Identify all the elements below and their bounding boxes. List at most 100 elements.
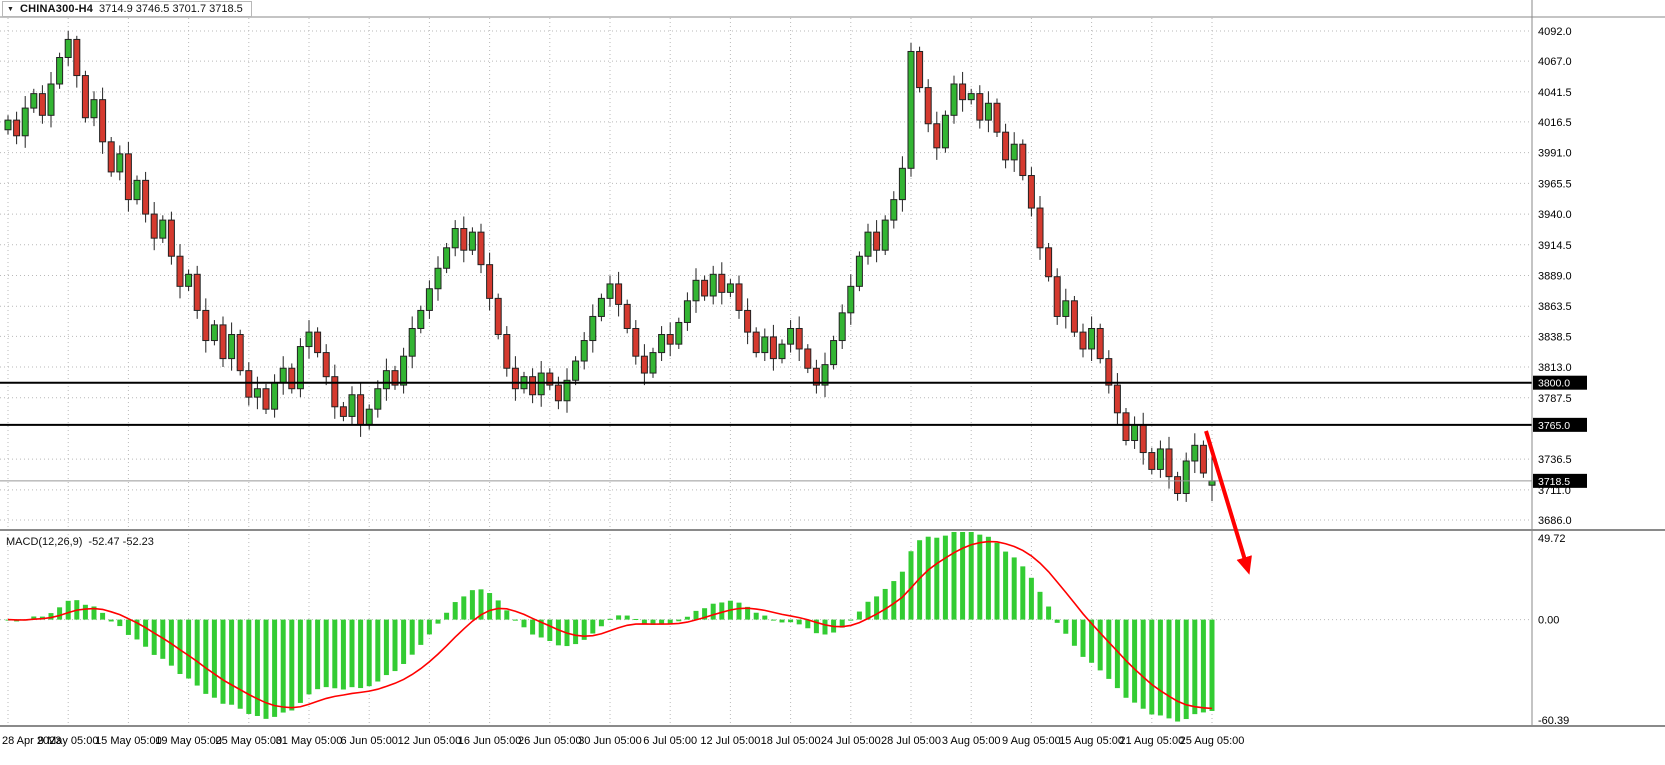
macd-histogram-bar [1011,557,1017,620]
candle-body [898,167,906,201]
time-axis-label: 18 Jul 05:00 [761,735,821,747]
candle-body [468,231,476,251]
macd-histogram-bar [960,532,966,620]
macd-histogram-bar [1209,619,1215,711]
macd-scale-label: 49.72 [1538,533,1566,545]
candle-body [1122,412,1130,442]
candle-body [795,327,803,350]
macd-name: MACD(12,26,9) [6,536,83,548]
macd-histogram-bar [710,603,716,620]
time-axis-label: 25 Aug 05:00 [1180,735,1245,747]
price-axis-label: 3686.0 [1538,515,1572,527]
candle-body [47,83,55,116]
candle-body [606,283,614,299]
candle-body [451,228,459,249]
macd-histogram-bar [100,612,106,620]
macd-histogram-bar [108,619,114,622]
candle-body [907,50,915,169]
macd-histogram-bar [315,619,321,690]
time-axis-label: 15 Aug 05:00 [1059,735,1124,747]
macd-histogram-bar [168,619,174,666]
candle-body [1096,327,1104,360]
time-axis-label: 6 Jul 05:00 [643,735,697,747]
candle-body [1105,358,1113,386]
macd-histogram-bar [530,619,536,635]
candle-body [1002,131,1010,161]
macd-histogram-bar [1028,577,1034,620]
candle-body [1019,143,1027,177]
macd-histogram-bar [1089,619,1095,663]
candle-body [38,93,46,116]
macd-histogram-bar [418,619,424,645]
macd-histogram-bar [340,619,346,690]
candle-body [597,297,605,317]
macd-histogram-bar [401,619,407,664]
macd-histogram-bar [48,613,54,620]
macd-histogram-bar [160,619,166,659]
candle-body [752,331,760,354]
candle-body [382,370,390,390]
candle-body [1191,444,1199,462]
candle-body [1070,300,1078,333]
macd-histogram-bar [573,619,579,645]
macd-histogram-bar [641,619,647,624]
candle-body [890,199,898,221]
macd-histogram-bar [323,619,329,688]
candle-body [933,123,941,149]
candle-body [726,283,734,293]
candle-body [425,288,433,311]
candle-body [133,179,141,201]
macd-histogram-bar [82,604,88,620]
macd-histogram-bar [504,610,510,620]
macd-histogram-bar [435,619,441,624]
candle-body [107,141,115,173]
macd-histogram-bar [917,540,923,620]
macd-histogram-bar [865,601,871,620]
macd-histogram-bar [1149,619,1155,715]
time-axis-label: 28 Jul 05:00 [881,735,941,747]
macd-histogram-bar [753,612,759,620]
macd-histogram-bar [272,619,278,717]
macd-histogram-bar [1097,619,1103,671]
macd-histogram-bar [684,616,690,620]
candle-body [288,367,296,390]
macd-histogram-bar [1037,591,1043,620]
macd-histogram-bar [194,619,200,686]
candle-body [1156,448,1164,470]
candle-body [253,388,261,398]
time-axis-label: 12 Jun 05:00 [398,735,462,747]
macd-histogram-bar [1020,566,1026,620]
macd-histogram-bar [925,536,931,620]
candle-body [305,331,313,348]
candle-body [855,255,863,287]
macd-histogram-bar [211,619,217,698]
macd-histogram-bar [555,619,561,646]
macd-histogram-bar [1123,619,1129,698]
macd-histogram-bar [469,590,475,620]
candle-body [503,334,511,369]
macd-histogram-bar [538,619,544,638]
candle-body [159,219,167,239]
candle-body [1010,143,1018,161]
time-axis-label: 9 Aug 05:00 [1002,735,1061,747]
price-axis-label: 4092.0 [1538,26,1572,38]
macd-signal-line [7,540,1213,710]
down-arrow-annotation[interactable] [1204,430,1252,575]
macd-histogram-bar [1140,619,1146,709]
candle-body [296,346,304,390]
macd-histogram-bar [1166,619,1172,719]
macd-histogram-bar [383,619,389,676]
candle-body [640,355,648,374]
candle-body [658,334,666,354]
candle-body [1199,444,1207,474]
macd-histogram-bar [495,600,501,620]
candle-body [864,231,872,257]
time-axis-label: 25 May 05:00 [215,735,282,747]
macd-histogram-bar [882,588,888,620]
candle-body [443,247,451,269]
candle-body [632,327,640,357]
chevron-down-icon[interactable]: ▼ [7,5,14,13]
price-axis-label: 3813.0 [1538,362,1572,374]
macd-histogram-bar [934,537,940,620]
